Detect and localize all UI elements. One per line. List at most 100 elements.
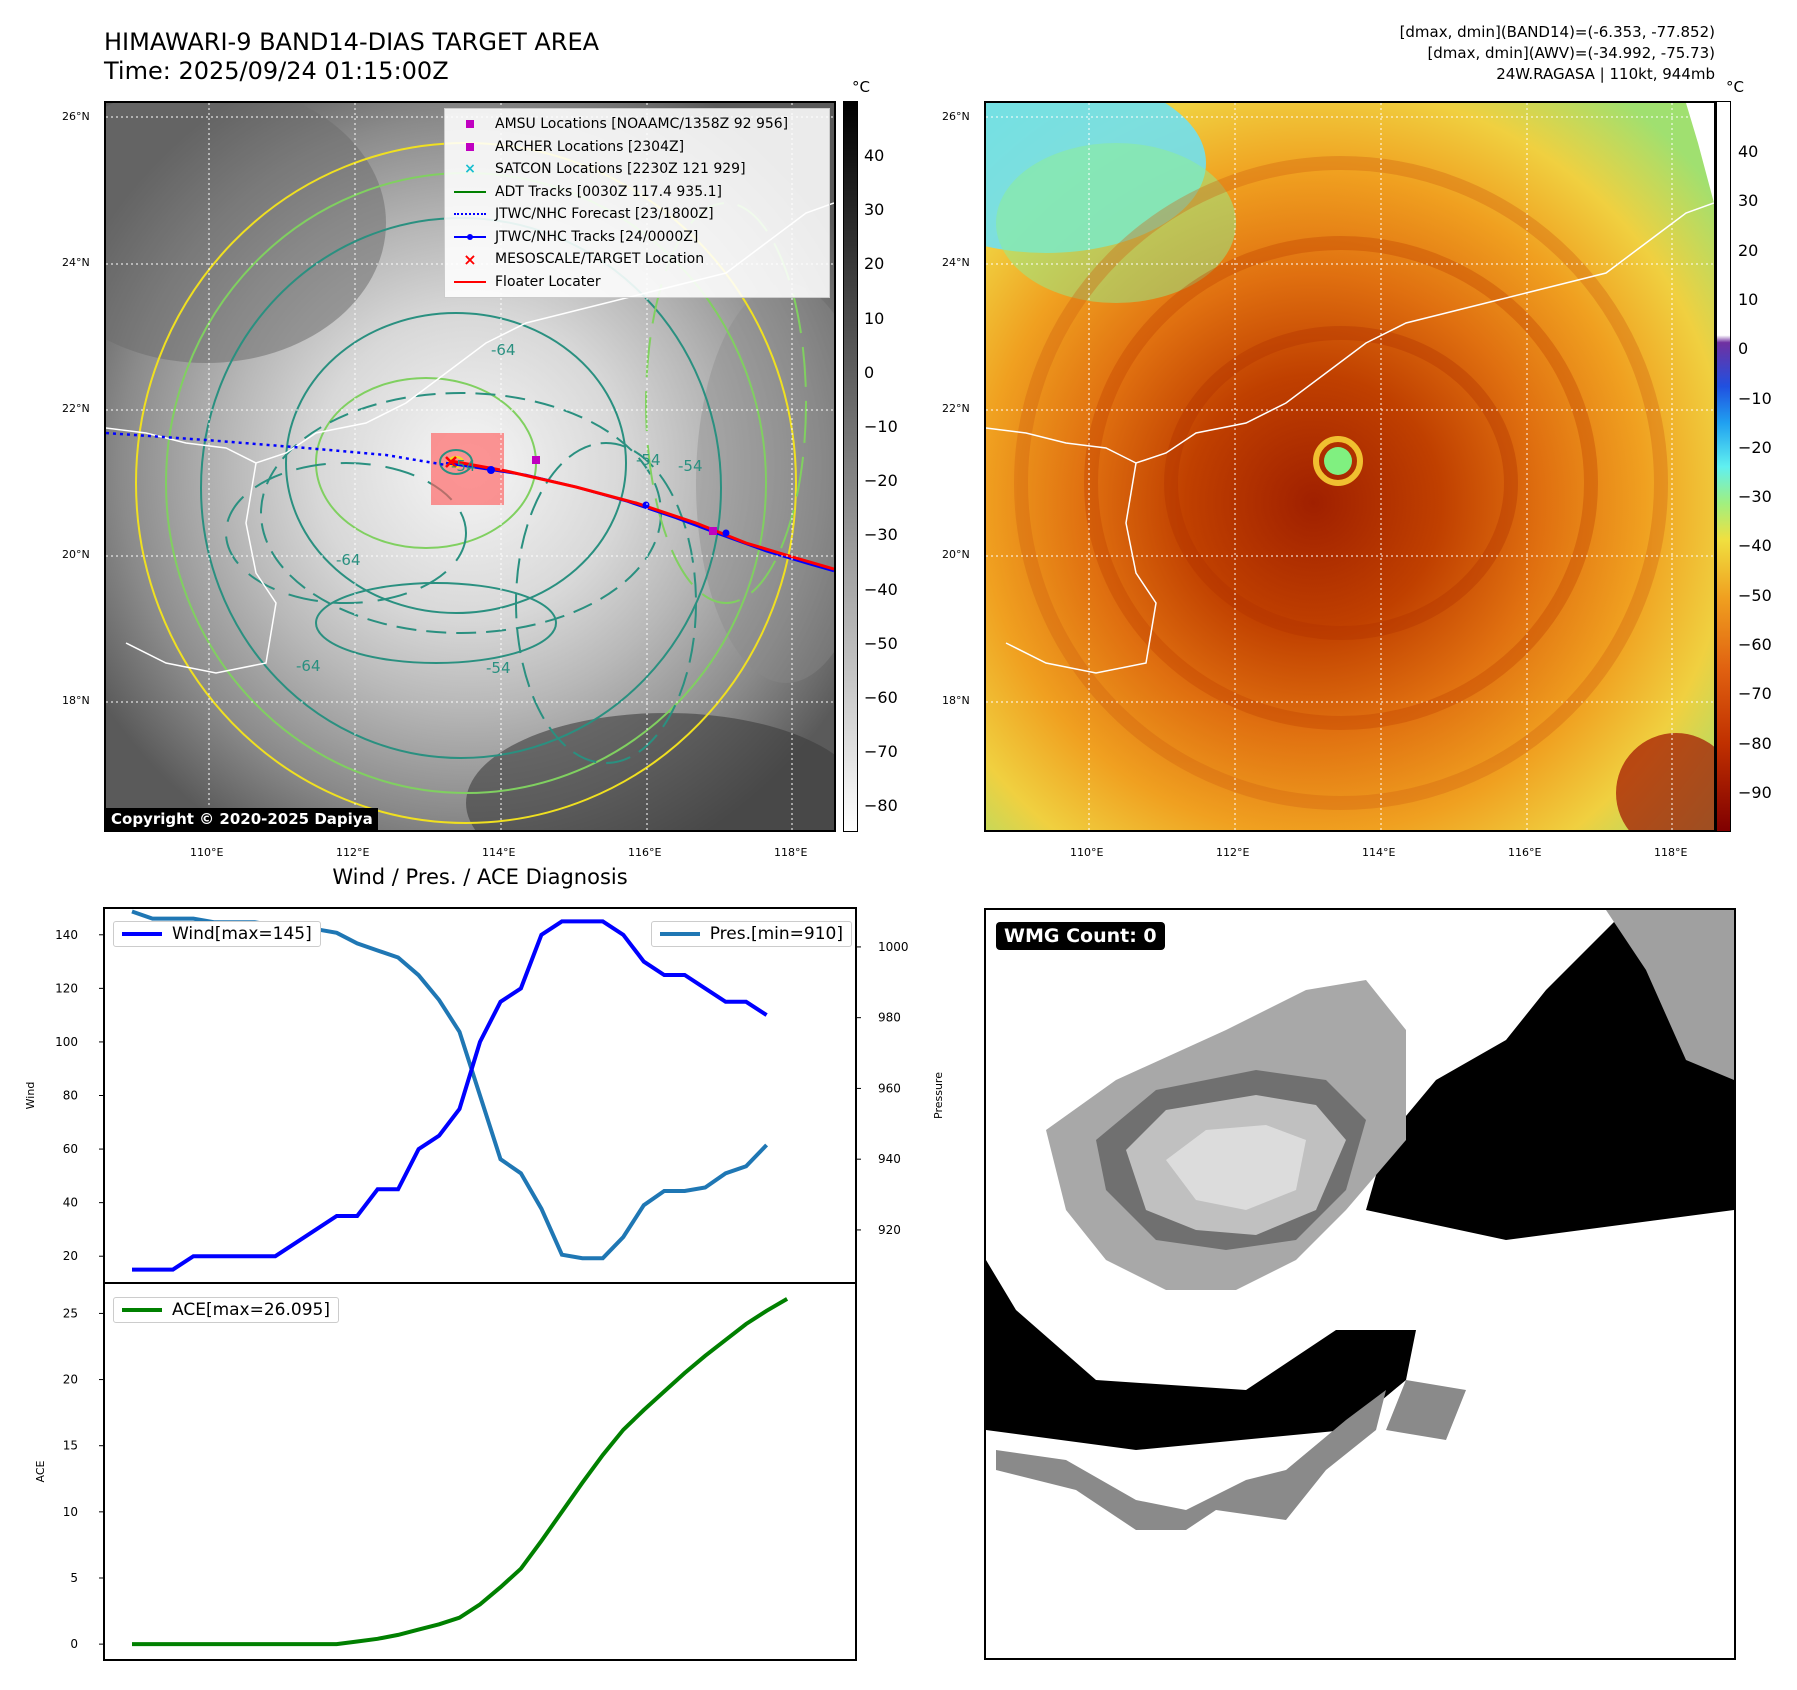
lat-tick: 24°N [62,256,90,269]
wind-tick-label: 80 [63,1089,78,1103]
contour-label: -54 [486,659,511,677]
wind-tick-label: 60 [63,1142,78,1156]
lat-tick: 26°N [62,110,90,123]
colorbar-tick: 10 [1738,289,1759,309]
lon-tick: 116°E [628,846,662,859]
colorbar-tick: −30 [1738,487,1772,507]
awv-map-panel [984,101,1716,832]
lat-tick: 24°N [942,256,970,269]
pressure-tick-label: 920 [878,1223,901,1237]
wind-tick-label: 120 [55,981,78,995]
contour-label: -64 [491,341,516,359]
pressure-legend-line [659,932,700,936]
pressure-tick-label: 1000 [878,940,909,954]
colorbar-tick: 30 [1738,191,1759,211]
pressure-series-line [131,909,769,1261]
dotted-line-icon [453,204,487,224]
legend-item-floater: Floater Locater [453,271,821,294]
colorbar-tick: −20 [1738,437,1772,457]
wind-tick-label: 100 [55,1035,78,1049]
colorbar-tick: 40 [1738,142,1759,161]
ace-axes [103,1282,857,1661]
colorbar-tick: 0 [864,362,875,382]
lat-tick: 18°N [62,694,90,707]
ace-axis-label: ACE [34,1460,47,1482]
figure-title-line1: HIMAWARI-9 BAND14-DIAS TARGET AREA [104,28,600,56]
colorbar-tick: −20 [864,471,898,491]
lon-tick: 110°E [190,846,224,859]
lon-tick: 114°E [482,846,516,859]
wmg-count-label: WMG Count: 0 [996,922,1165,950]
legend-item-amsu: AMSU Locations [NOAAMC/1358Z 92 956] [453,113,821,136]
colorbar-tick: −70 [864,742,898,762]
legend-item-adt: ADT Tracks [0030Z 117.4 935.1] [453,181,821,204]
lat-tick: 26°N [942,110,970,123]
colorbar-tick: −90 [1738,782,1772,802]
lon-tick: 114°E [1362,846,1396,859]
colorbar-tick: 10 [864,308,885,328]
wind-tick-label: 40 [63,1196,78,1210]
awv-imagery [986,103,1714,830]
awv-colorbar [1716,101,1731,832]
colorbar-tick: −60 [1738,635,1772,654]
colorbar-tick: −10 [864,417,898,436]
colorbar-tick: 0 [1738,339,1749,359]
solid-line-icon [453,272,487,292]
track-legend: AMSU Locations [NOAAMC/1358Z 92 956] ARC… [444,108,830,298]
pressure-tick-label: 980 [878,1011,901,1025]
lon-tick: 110°E [1070,846,1104,859]
lon-tick: 112°E [336,846,370,859]
legend-item-target: × MESOSCALE/TARGET Location [453,248,821,271]
ace-tick-label: 10 [63,1505,78,1519]
colorbar-tick: −50 [864,633,898,653]
colorbar-tick: 20 [1738,240,1759,260]
colorbar-tick: −40 [864,579,898,599]
contour-label: -54 [636,451,661,469]
square-marker-icon [453,114,487,134]
lon-tick: 118°E [1654,846,1688,859]
wind-legend: Wind[max=145] [113,921,321,947]
pressure-tick-label: 940 [878,1152,901,1166]
lon-tick: 112°E [1216,846,1250,859]
legend-item-forecast: JTWC/NHC Forecast [23/1800Z] [453,203,821,226]
copyright-label: Copyright © 2020-2025 Dapiya [106,808,378,830]
colorbar-tick: −80 [864,796,898,816]
ace-legend: ACE[max=26.095] [113,1297,339,1323]
colorbar-tick: −70 [1738,684,1772,704]
colorbar-tick: −60 [864,688,898,707]
pressure-legend: Pres.[min=910] [650,921,852,947]
legend-item-satcon: × SATCON Locations [2230Z 121 929] [453,158,821,181]
wind-tick-label: 20 [63,1249,78,1263]
solid-line-icon [453,182,487,202]
lat-tick: 20°N [942,548,970,561]
ace-tick-label: 5 [70,1571,78,1585]
lon-tick: 116°E [1508,846,1542,859]
contour-label: -54 [451,457,476,475]
band14-map-panel: -64 -54 -64 -54 -54 -64 -54 AMSU Locatio… [104,101,836,832]
colorbar-unit: °C [1726,78,1744,96]
colorbar-tick: −40 [1738,536,1772,556]
ace-tick-label: 25 [63,1306,78,1320]
x-marker-icon: × [463,249,477,269]
colorbar-tick: −30 [864,525,898,545]
lat-tick: 20°N [62,548,90,561]
colorbar-tick: −50 [1738,585,1772,605]
colorbar-tick: 20 [864,254,885,274]
wmg-imagery [986,910,1734,1658]
wmg-panel: WMG Count: 0 [984,908,1736,1660]
contour-label: -64 [296,657,321,675]
wind-tick-label: 140 [55,928,78,942]
colorbar-unit: °C [852,78,870,96]
colorbar-tick: −10 [1738,388,1772,408]
square-marker-icon [453,137,487,157]
diagnosis-title: Wind / Pres. / ACE Diagnosis [332,865,628,889]
wind-axis-label: Wind [24,1082,37,1110]
ace-tick-label: 15 [63,1439,78,1453]
ace-tick-label: 0 [70,1637,78,1651]
ace-legend-line [122,1308,162,1312]
colorbar-tick: 40 [864,146,885,165]
figure-title-line2: Time: 2025/09/24 01:15:00Z [104,57,449,85]
contour-label: -64 [336,551,361,569]
contour-label: -54 [678,457,703,475]
